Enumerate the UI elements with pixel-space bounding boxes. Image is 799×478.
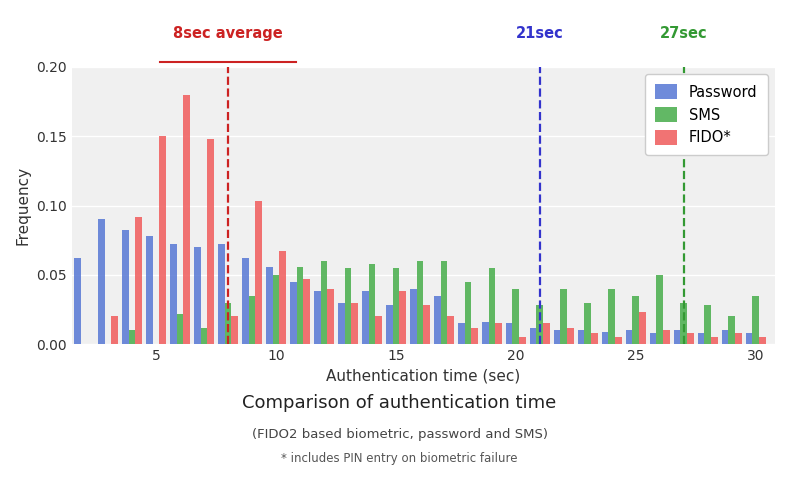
Bar bbox=[74, 258, 81, 344]
Bar bbox=[681, 303, 687, 344]
Bar bbox=[495, 323, 502, 344]
Bar bbox=[129, 330, 135, 344]
Bar bbox=[591, 333, 598, 344]
Bar bbox=[314, 292, 320, 344]
Bar bbox=[242, 258, 248, 344]
Bar bbox=[705, 305, 711, 344]
Bar bbox=[231, 316, 238, 344]
Bar bbox=[447, 316, 454, 344]
Bar bbox=[721, 330, 729, 344]
Bar bbox=[440, 261, 447, 344]
Bar bbox=[296, 267, 304, 344]
Bar bbox=[464, 282, 471, 344]
Bar bbox=[416, 261, 423, 344]
Bar bbox=[512, 289, 519, 344]
Bar bbox=[392, 268, 400, 344]
Bar bbox=[304, 279, 310, 344]
Bar bbox=[657, 275, 663, 344]
Text: (FIDO2 based biometric, password and SMS): (FIDO2 based biometric, password and SMS… bbox=[252, 428, 547, 441]
Bar bbox=[121, 230, 129, 344]
Bar bbox=[386, 305, 392, 344]
Bar bbox=[458, 323, 464, 344]
Bar bbox=[482, 322, 488, 344]
Bar bbox=[519, 337, 526, 344]
Bar bbox=[674, 330, 681, 344]
Bar bbox=[272, 275, 279, 344]
X-axis label: Authentication time (sec): Authentication time (sec) bbox=[326, 369, 521, 383]
Bar bbox=[735, 333, 742, 344]
Text: Comparison of authentication time: Comparison of authentication time bbox=[242, 394, 557, 413]
Bar bbox=[97, 219, 105, 344]
Bar bbox=[290, 282, 296, 344]
Bar bbox=[352, 303, 358, 344]
Bar bbox=[201, 327, 207, 344]
Bar bbox=[488, 268, 495, 344]
Bar bbox=[362, 292, 368, 344]
Bar bbox=[434, 295, 440, 344]
Bar bbox=[609, 289, 615, 344]
Bar bbox=[554, 330, 560, 344]
Legend: Password, SMS, FIDO*: Password, SMS, FIDO* bbox=[645, 74, 768, 155]
Bar bbox=[400, 292, 406, 344]
Bar bbox=[207, 139, 214, 344]
Bar bbox=[194, 247, 201, 344]
Bar bbox=[344, 268, 352, 344]
Bar bbox=[135, 217, 142, 344]
Bar bbox=[177, 314, 183, 344]
Bar bbox=[753, 295, 759, 344]
Text: 27sec: 27sec bbox=[660, 26, 708, 41]
Bar bbox=[266, 267, 272, 344]
Bar bbox=[698, 333, 705, 344]
Text: * includes PIN entry on biometric failure: * includes PIN entry on biometric failur… bbox=[281, 452, 518, 465]
Bar bbox=[225, 303, 231, 344]
Bar bbox=[759, 337, 766, 344]
Bar bbox=[745, 333, 753, 344]
Bar bbox=[328, 289, 334, 344]
Text: 21sec: 21sec bbox=[516, 26, 564, 41]
Bar bbox=[376, 316, 382, 344]
Bar bbox=[159, 136, 166, 344]
Bar bbox=[729, 316, 735, 344]
Bar bbox=[567, 327, 574, 344]
Bar bbox=[536, 305, 543, 344]
Bar bbox=[423, 305, 430, 344]
Bar bbox=[687, 333, 694, 344]
Bar bbox=[585, 303, 591, 344]
Bar bbox=[218, 244, 225, 344]
Bar bbox=[633, 295, 639, 344]
Bar bbox=[320, 261, 328, 344]
Y-axis label: Frequency: Frequency bbox=[16, 166, 30, 245]
Bar bbox=[368, 264, 376, 344]
Bar bbox=[711, 337, 718, 344]
Bar bbox=[506, 323, 512, 344]
Bar bbox=[602, 332, 609, 344]
Bar bbox=[615, 337, 622, 344]
Bar bbox=[578, 330, 585, 344]
Bar bbox=[543, 323, 550, 344]
Bar bbox=[111, 316, 118, 344]
Bar bbox=[639, 312, 646, 344]
Bar bbox=[146, 236, 153, 344]
Bar bbox=[560, 289, 567, 344]
Bar bbox=[663, 330, 670, 344]
Bar bbox=[650, 333, 657, 344]
Bar bbox=[170, 244, 177, 344]
Bar bbox=[338, 303, 344, 344]
Bar bbox=[530, 327, 536, 344]
Bar bbox=[410, 289, 416, 344]
Bar bbox=[248, 295, 255, 344]
Text: 8sec average: 8sec average bbox=[173, 26, 283, 41]
Bar bbox=[183, 95, 190, 344]
Bar bbox=[626, 330, 633, 344]
Bar bbox=[471, 327, 478, 344]
Bar bbox=[255, 201, 262, 344]
Bar bbox=[279, 251, 286, 344]
